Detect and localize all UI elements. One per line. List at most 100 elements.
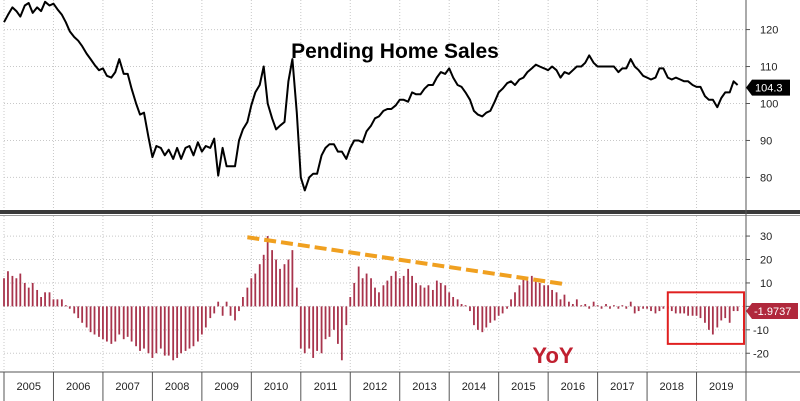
- axis-layer: 80901001101203020100-10-20104.3-1.973720…: [16, 25, 798, 393]
- yoy-bar: [209, 306, 212, 319]
- year-label: 2010: [264, 381, 288, 393]
- yoy-bar: [200, 306, 203, 335]
- yoy-bar: [435, 280, 438, 307]
- yoy-bar: [229, 306, 232, 316]
- yoy-bar: [415, 282, 417, 307]
- yoy-bar: [506, 306, 508, 309]
- yoy-bar: [476, 306, 479, 330]
- yoy-bar: [242, 297, 244, 307]
- yoy-bar: [52, 299, 55, 307]
- yoy-bar: [456, 299, 459, 307]
- yoy-bar: [73, 306, 76, 314]
- yoy-bar: [575, 299, 578, 307]
- yoy-bar: [617, 306, 620, 309]
- year-label: 2018: [660, 381, 684, 393]
- yoy-bar: [637, 306, 640, 312]
- yoy-bar: [213, 306, 216, 314]
- year-label: 2016: [561, 381, 585, 393]
- bottom-last-value-label: -1.9737: [754, 306, 791, 318]
- yoy-bar: [695, 306, 698, 316]
- yoy-bar: [258, 264, 261, 307]
- yoy-annotation: YoY: [532, 343, 573, 368]
- yoy-bar: [485, 306, 488, 328]
- yoy-bar: [522, 278, 525, 307]
- year-label: 2011: [314, 381, 338, 393]
- yoy-bar: [464, 305, 467, 307]
- yoy-bar: [324, 306, 327, 340]
- year-label: 2005: [16, 381, 40, 393]
- yoy-bar: [163, 306, 166, 356]
- yoy-bar: [444, 285, 447, 307]
- yoy-bar: [337, 306, 339, 344]
- yoy-bar: [167, 306, 170, 356]
- yoy-bar: [370, 278, 372, 307]
- panel-separator: [0, 210, 800, 214]
- yoy-bar: [114, 306, 117, 342]
- yoy-bar: [295, 287, 298, 307]
- yoy-bar: [176, 306, 179, 358]
- yoy-bar: [353, 282, 356, 307]
- yoy-bar: [691, 306, 694, 316]
- yoy-bar: [139, 306, 141, 351]
- yoy-bar: [102, 306, 104, 340]
- annotation-layer: [247, 235, 745, 345]
- yoy-bar: [19, 273, 22, 307]
- bottom-last-value-badge: [746, 303, 798, 320]
- bottom-y-tick-label: 20: [760, 255, 772, 267]
- yoy-bar: [419, 285, 422, 307]
- top-y-tick-label: 90: [760, 135, 772, 147]
- yoy-bar: [411, 275, 413, 307]
- yoy-bar: [238, 306, 240, 312]
- yoy-bar: [312, 306, 315, 358]
- yoy-bar: [662, 306, 665, 309]
- yoy-bar: [303, 306, 306, 354]
- yoy-bar: [530, 275, 533, 307]
- yoy-bar: [534, 278, 537, 307]
- year-label: 2019: [709, 381, 733, 393]
- yoy-bar: [184, 306, 187, 351]
- year-label: 2012: [363, 381, 387, 393]
- yoy-bar: [378, 292, 380, 307]
- yoy-bar: [674, 306, 677, 314]
- bottom-y-tick-label: 10: [760, 278, 772, 290]
- yoy-bar: [605, 304, 607, 307]
- yoy-bar: [81, 306, 84, 323]
- yoy-bar: [56, 299, 59, 307]
- yoy-bar: [246, 287, 249, 307]
- yoy-bar: [501, 306, 504, 314]
- yoy-bar: [394, 271, 397, 307]
- yoy-bar: [143, 306, 145, 349]
- top-last-value-badge: [746, 79, 790, 96]
- yoy-bar: [27, 287, 30, 307]
- yoy-bar: [89, 306, 92, 333]
- yoy-bar: [250, 278, 253, 307]
- yoy-bar: [493, 306, 496, 321]
- yoy-bar: [489, 306, 492, 323]
- trend-line: [247, 235, 565, 287]
- top-y-tick-label: 100: [760, 99, 778, 111]
- yoy-bar: [279, 268, 281, 307]
- yoy-bar: [708, 306, 710, 330]
- yoy-bar: [609, 306, 611, 309]
- yoy-bar: [386, 280, 389, 307]
- yoy-bar: [188, 306, 191, 349]
- yoy-bar: [48, 292, 51, 307]
- yoy-bar: [130, 306, 133, 342]
- yoy-bar: [588, 306, 591, 309]
- yoy-bar: [291, 250, 294, 307]
- yoy-bar: [217, 301, 220, 307]
- yoy-bar: [118, 306, 121, 335]
- yoy-bar: [732, 306, 735, 312]
- yoy-bar: [197, 306, 199, 342]
- yoy-bar: [299, 306, 302, 349]
- year-label: 2014: [462, 381, 486, 393]
- year-label: 2017: [610, 381, 634, 393]
- yoy-bar: [481, 306, 484, 333]
- chart-title: Pending Home Sales: [291, 40, 499, 63]
- yoy-bar: [736, 306, 739, 312]
- yoy-bar: [357, 266, 360, 307]
- yoy-bar: [439, 282, 442, 307]
- yoy-bar: [320, 306, 323, 354]
